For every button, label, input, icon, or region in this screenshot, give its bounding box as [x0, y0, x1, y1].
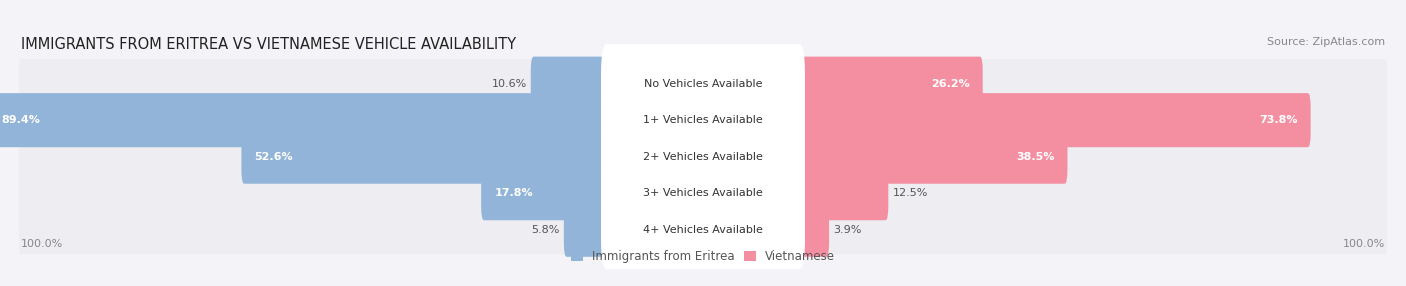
Text: 3.9%: 3.9%: [834, 225, 862, 235]
FancyBboxPatch shape: [600, 81, 806, 160]
Text: No Vehicles Available: No Vehicles Available: [644, 79, 762, 89]
FancyBboxPatch shape: [18, 59, 1388, 108]
Legend: Immigrants from Eritrea, Vietnamese: Immigrants from Eritrea, Vietnamese: [571, 250, 835, 263]
FancyBboxPatch shape: [481, 166, 609, 220]
Text: 52.6%: 52.6%: [254, 152, 292, 162]
Text: 3+ Vehicles Available: 3+ Vehicles Available: [643, 188, 763, 198]
Text: 100.0%: 100.0%: [1343, 239, 1385, 249]
FancyBboxPatch shape: [18, 169, 1388, 218]
FancyBboxPatch shape: [531, 57, 609, 111]
FancyBboxPatch shape: [797, 166, 889, 220]
FancyBboxPatch shape: [600, 154, 806, 233]
FancyBboxPatch shape: [18, 96, 1388, 145]
Text: 73.8%: 73.8%: [1258, 115, 1298, 125]
Text: 2+ Vehicles Available: 2+ Vehicles Available: [643, 152, 763, 162]
FancyBboxPatch shape: [564, 203, 609, 257]
Text: 1+ Vehicles Available: 1+ Vehicles Available: [643, 115, 763, 125]
FancyBboxPatch shape: [242, 130, 609, 184]
FancyBboxPatch shape: [797, 93, 1310, 147]
Text: 89.4%: 89.4%: [1, 115, 39, 125]
FancyBboxPatch shape: [797, 57, 983, 111]
Text: Source: ZipAtlas.com: Source: ZipAtlas.com: [1267, 37, 1385, 47]
FancyBboxPatch shape: [600, 190, 806, 269]
Text: 4+ Vehicles Available: 4+ Vehicles Available: [643, 225, 763, 235]
Text: 17.8%: 17.8%: [495, 188, 533, 198]
FancyBboxPatch shape: [18, 205, 1388, 254]
FancyBboxPatch shape: [600, 44, 806, 123]
Text: 100.0%: 100.0%: [21, 239, 63, 249]
Text: 5.8%: 5.8%: [531, 225, 560, 235]
FancyBboxPatch shape: [600, 117, 806, 196]
FancyBboxPatch shape: [18, 132, 1388, 181]
Text: 12.5%: 12.5%: [893, 188, 928, 198]
FancyBboxPatch shape: [0, 93, 609, 147]
Text: IMMIGRANTS FROM ERITREA VS VIETNAMESE VEHICLE AVAILABILITY: IMMIGRANTS FROM ERITREA VS VIETNAMESE VE…: [21, 37, 516, 52]
FancyBboxPatch shape: [797, 203, 830, 257]
FancyBboxPatch shape: [797, 130, 1067, 184]
Text: 10.6%: 10.6%: [491, 79, 527, 89]
Text: 26.2%: 26.2%: [931, 79, 970, 89]
Text: 38.5%: 38.5%: [1017, 152, 1054, 162]
